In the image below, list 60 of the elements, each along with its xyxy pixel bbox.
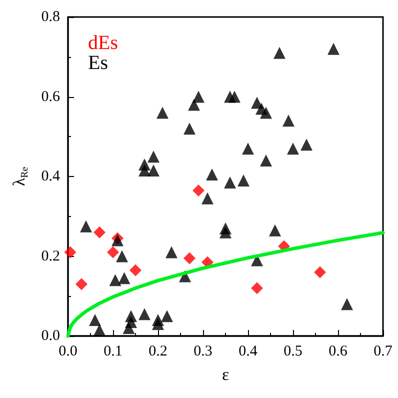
point — [94, 226, 106, 238]
x-tick-label: 0.3 — [194, 344, 212, 360]
point — [184, 252, 196, 264]
point — [314, 266, 326, 278]
point — [109, 274, 122, 286]
point — [152, 318, 164, 330]
text: Es — [88, 52, 108, 74]
point — [269, 224, 281, 236]
x-axis-title: ε — [222, 365, 230, 384]
y-tick-label: 0.0 — [41, 328, 60, 344]
point — [188, 98, 200, 111]
y-tick-label: 0.8 — [41, 9, 60, 25]
x-tick-label: 0.1 — [104, 344, 122, 360]
point — [148, 150, 160, 163]
point — [130, 264, 142, 276]
point — [206, 168, 218, 181]
point — [148, 164, 160, 177]
point — [166, 246, 178, 258]
point — [242, 142, 254, 155]
point — [161, 310, 173, 322]
y-tick-label: 0.4 — [41, 168, 60, 184]
point — [260, 154, 272, 167]
point — [287, 142, 299, 155]
point — [220, 226, 232, 238]
x-tick-label: 0.4 — [238, 344, 258, 360]
point — [192, 90, 204, 103]
y-tick-label: 0.6 — [41, 88, 60, 105]
point — [118, 272, 130, 284]
text: dEs — [88, 32, 118, 54]
point — [184, 122, 196, 135]
y-axis-title: λRe — [10, 166, 30, 186]
point — [138, 164, 150, 177]
point — [282, 114, 294, 127]
x-tick-label: 0.7 — [374, 344, 393, 360]
point — [202, 192, 214, 204]
point — [76, 278, 88, 290]
x-tick-label: 0.2 — [148, 344, 168, 360]
point — [156, 106, 168, 119]
point — [274, 46, 286, 59]
point — [138, 308, 150, 320]
point — [328, 42, 340, 55]
point — [125, 316, 137, 328]
point — [64, 246, 76, 258]
point — [341, 298, 353, 310]
point — [251, 282, 263, 294]
x-tick-label: 0.0 — [58, 344, 78, 360]
point — [228, 90, 240, 103]
point — [107, 246, 119, 258]
x-tick-label: 0.5 — [284, 344, 302, 360]
point — [224, 176, 236, 188]
point — [89, 314, 101, 326]
point — [192, 184, 204, 196]
y-tick-label: 0.2 — [41, 248, 60, 264]
point — [238, 174, 250, 186]
point — [260, 106, 272, 119]
point — [94, 324, 106, 336]
point — [300, 138, 312, 151]
point — [80, 220, 92, 232]
point — [116, 250, 128, 262]
x-tick-label: 0.6 — [328, 344, 348, 360]
